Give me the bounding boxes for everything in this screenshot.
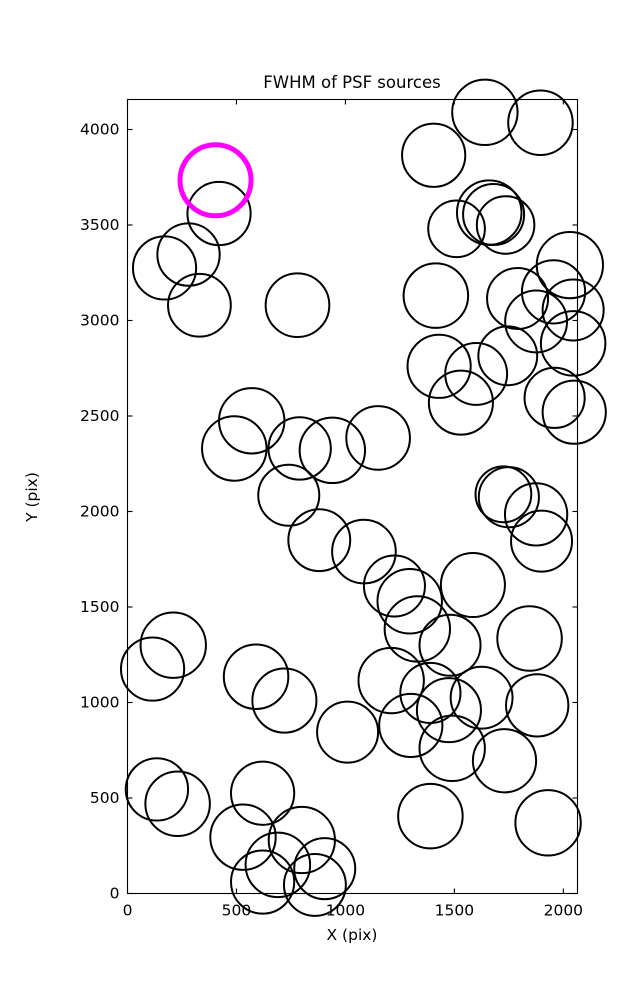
psf-source-circle [282, 852, 347, 917]
psf-source-circle [244, 831, 312, 899]
psf-source-circle [167, 272, 232, 338]
psf-source-circle [504, 289, 569, 354]
psf-source-circle [418, 613, 482, 677]
y-tick-label: 3000 [80, 311, 119, 329]
psf-source-circle [287, 508, 352, 573]
psf-source-circle [119, 636, 186, 702]
psf-source-circle [541, 278, 605, 342]
psf-source-circle [401, 122, 467, 188]
x-tick-label: 0 [123, 902, 133, 920]
data-points-layer [119, 78, 607, 917]
axis-labels-group: X (pix) Y (pix) [23, 472, 377, 944]
psf-source-circle [406, 333, 472, 399]
psf-source-circle [230, 760, 296, 826]
x-tick-label: 1500 [435, 902, 474, 920]
psf-source-circle [267, 805, 336, 875]
y-tick-label: 1000 [80, 693, 119, 711]
psf-source-circle [439, 552, 506, 619]
psf-source-circle [496, 605, 563, 672]
psf-source-circle [402, 262, 470, 329]
y-tick-label: 0 [110, 885, 120, 903]
psf-source-circle [222, 643, 290, 710]
psf-source-circle [124, 757, 190, 822]
y-tick-label: 1500 [80, 598, 119, 616]
psf-source-circle [471, 728, 538, 794]
psf-source-circle [451, 78, 519, 146]
y-tick-label: 3500 [80, 216, 119, 234]
y-tick-label: 4000 [80, 120, 119, 138]
psf-source-circle [510, 509, 574, 573]
psf-source-circle [507, 89, 574, 157]
selected-psf-circle [177, 142, 254, 219]
psf-source-circle [475, 195, 536, 255]
x-tick-label: 1000 [326, 902, 365, 920]
psf-source-circle [541, 379, 607, 445]
psf-source-circle [520, 259, 587, 325]
y-tick-label: 2000 [80, 502, 119, 520]
psf-source-circle [156, 222, 221, 287]
psf-source-circle [477, 325, 539, 387]
psf-source-circle [474, 465, 533, 524]
psf-source-circle [397, 782, 464, 850]
psf-source-circle [345, 405, 411, 471]
axes-frame [126, 98, 579, 895]
psf-source-circle [139, 611, 207, 679]
x-tick-label: 500 [222, 902, 252, 920]
psf-source-circle [505, 673, 570, 738]
psf-source-circle [257, 463, 321, 527]
psf-source-circle [362, 554, 426, 618]
psf-source-circle [462, 182, 526, 246]
page-title: FWHM of PSF sources [263, 73, 440, 92]
psf-source-circle [357, 646, 425, 715]
psf-source-circle [298, 416, 367, 485]
plot-title-group: FWHM of PSF sources [263, 73, 440, 92]
y-tick-label: 500 [90, 789, 120, 807]
psf-source-circle [418, 714, 486, 783]
psf-source-circle [514, 789, 582, 857]
psf-source-circle [427, 199, 486, 259]
psf-source-circle [427, 369, 494, 436]
psf-source-circle [209, 803, 277, 871]
psf-source-circle [131, 235, 198, 301]
psf-source-circle [316, 700, 380, 764]
y-tick-label: 2500 [80, 407, 119, 425]
psf-source-circle [376, 568, 443, 635]
highlighted-psf-marker [177, 142, 254, 219]
psf-source-circle [331, 518, 397, 585]
psf-source-circle [251, 667, 318, 734]
psf-source-circle [201, 415, 268, 482]
x-tick-label: 2000 [544, 902, 583, 920]
axis-ticks-layer: 0 500 1000 1500 2000 0 500 1000 1500 2000 2500 3000… [80, 99, 583, 920]
psf-source-circle [539, 310, 607, 377]
psf-source-circle [144, 770, 211, 837]
psf-source-circle [415, 677, 482, 744]
psf-source-circle [264, 272, 331, 339]
psf-source-circle [378, 692, 444, 759]
psf-source-circle [523, 366, 586, 429]
psf-source-circle [230, 849, 296, 915]
y-axis-label: Y (pix) [23, 472, 41, 523]
psf-source-circle [449, 665, 514, 730]
psf-source-circle [503, 482, 569, 547]
psf-source-markers [119, 78, 607, 917]
psf-source-circle [293, 837, 357, 901]
psf-source-circle [477, 466, 540, 529]
plot-frame [126, 98, 579, 895]
psf-source-circle [267, 416, 332, 481]
x-axis-label: X (pix) [327, 926, 378, 944]
